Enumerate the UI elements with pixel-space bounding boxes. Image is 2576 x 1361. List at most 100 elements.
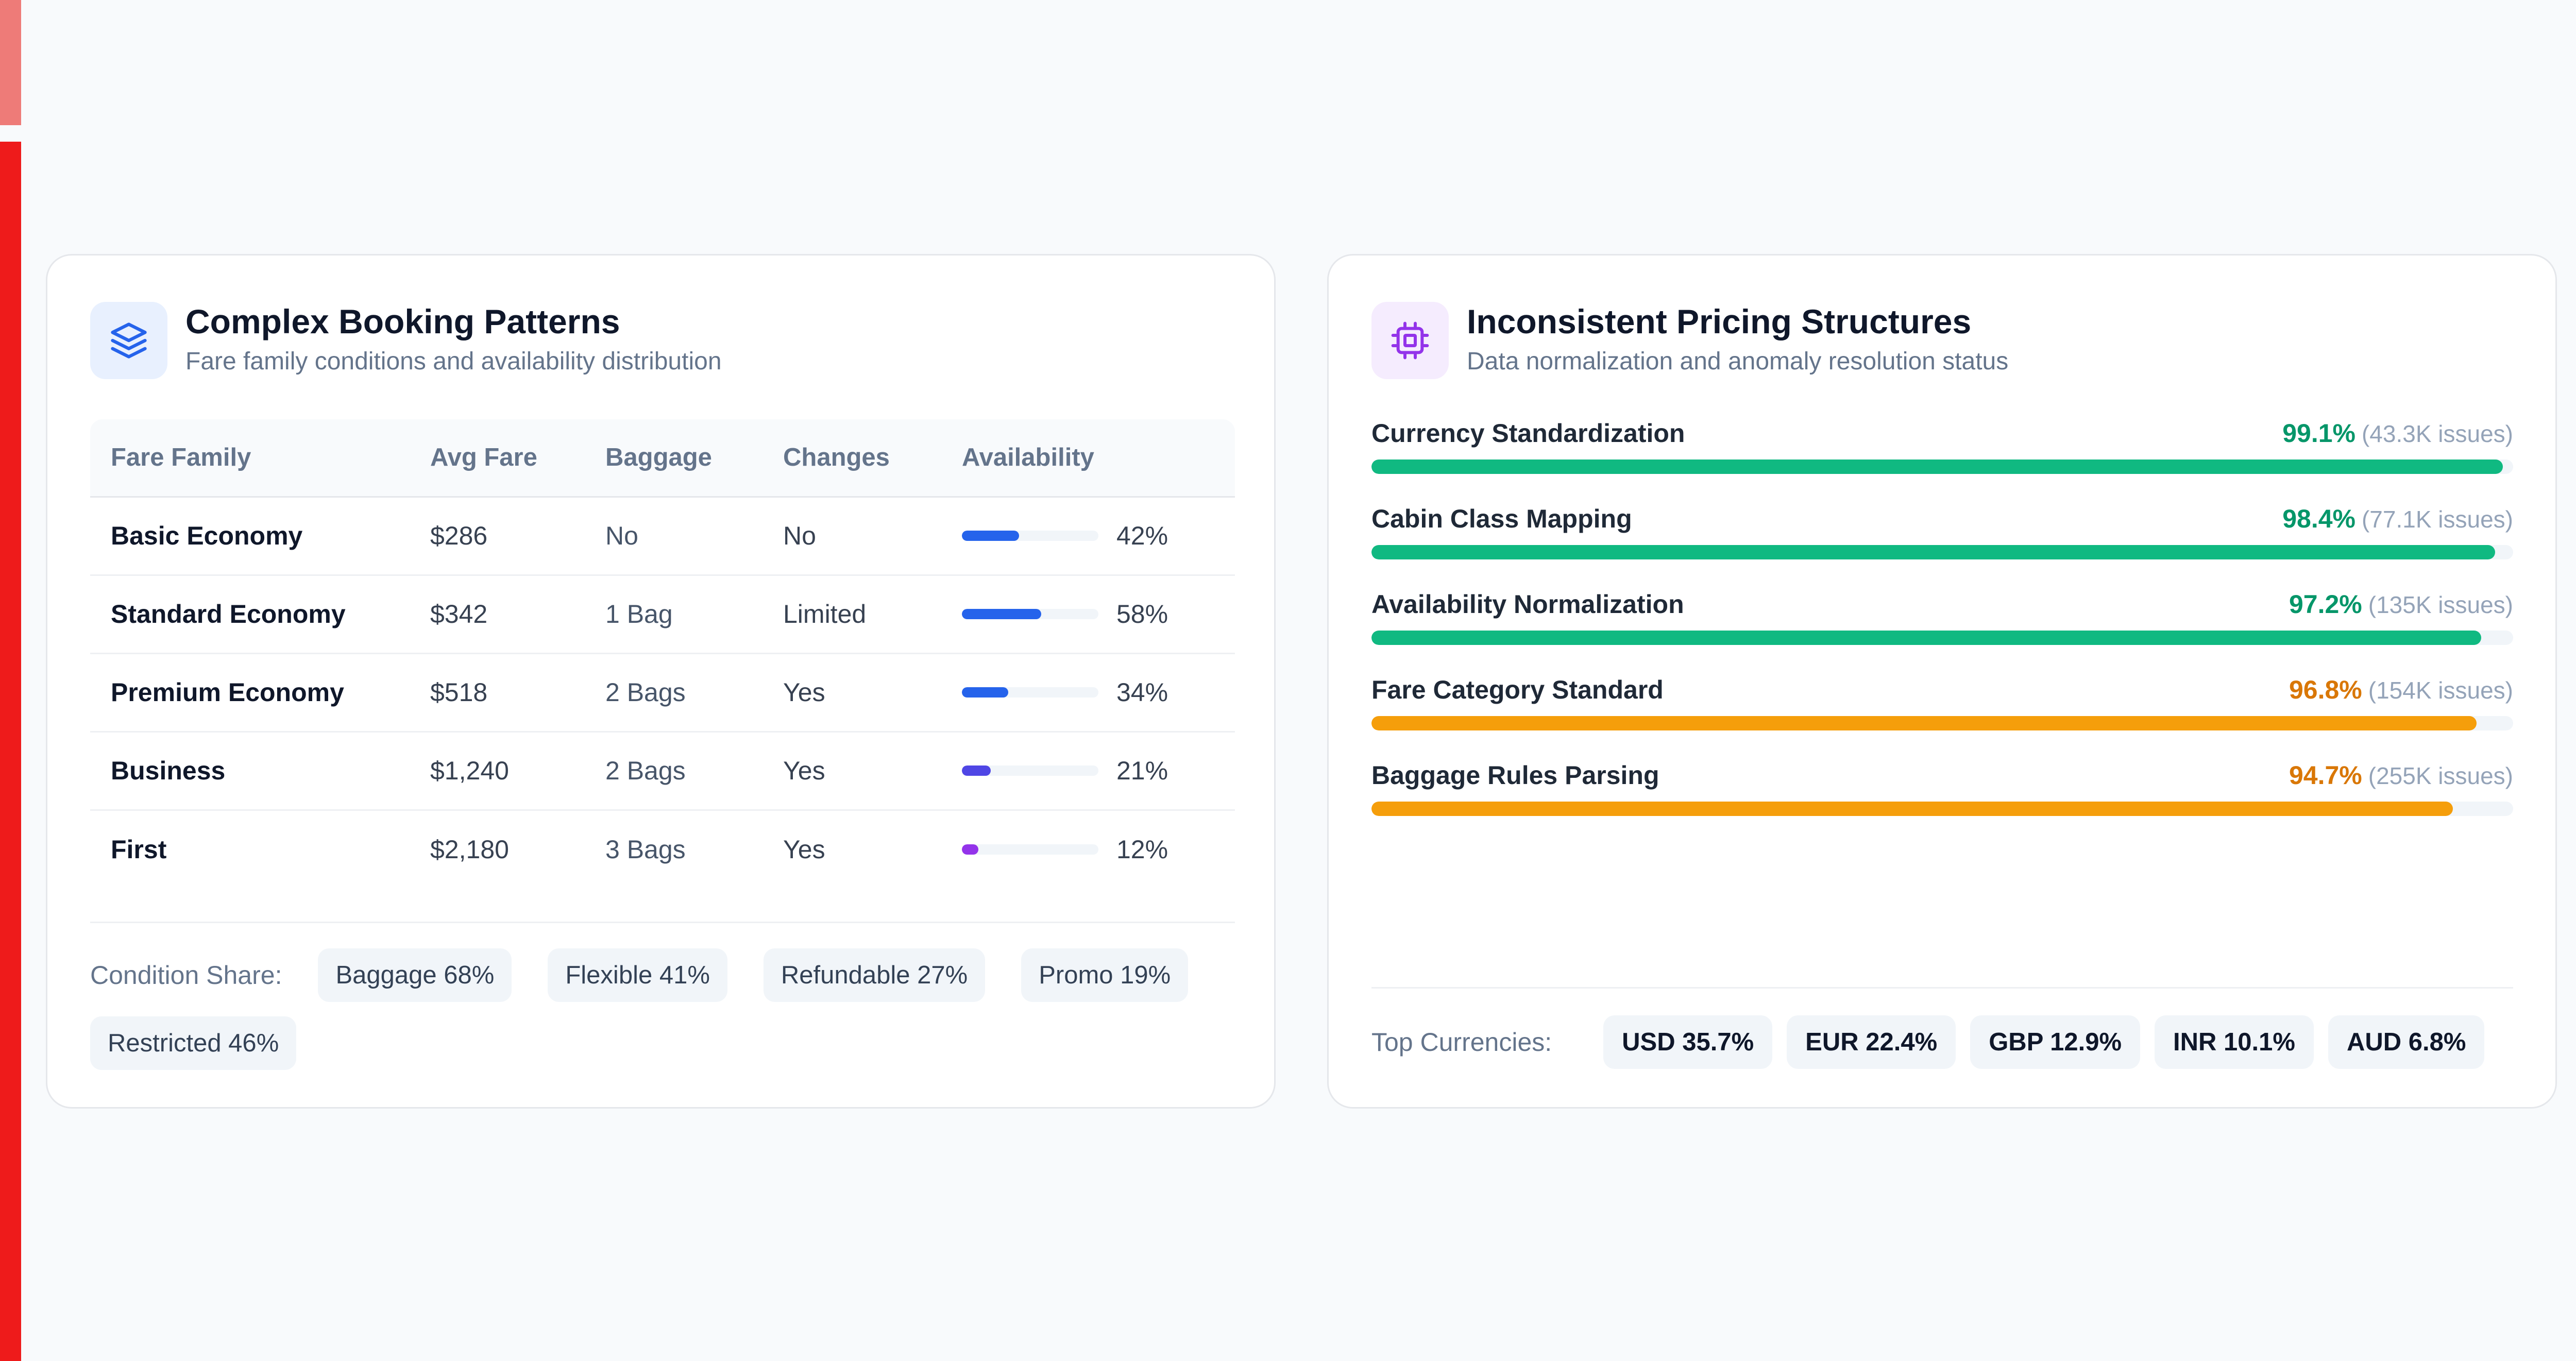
availability-cell: 21%	[941, 731, 1235, 811]
changes-cell: Yes	[762, 653, 941, 733]
metric-percent: 98.4%	[2282, 504, 2355, 533]
fare-family-cell: Business	[90, 731, 410, 811]
metric-bar	[1371, 460, 2513, 474]
metric-bar	[1371, 631, 2513, 645]
column-header[interactable]: Changes	[762, 419, 941, 498]
booking-patterns-card: Complex Booking Patterns Fare family con…	[46, 254, 1276, 1109]
metric-label: Baggage Rules Parsing	[1371, 761, 1659, 790]
top-currencies-row: Top Currencies: USD 35.7% EUR 22.4% GBP …	[1371, 1015, 2513, 1069]
cpu-chip-icon	[1371, 302, 1449, 379]
baggage-cell: 2 Bags	[585, 653, 762, 733]
condition-chip: Baggage 68%	[318, 948, 512, 1002]
currency-chip: USD 35.7%	[1603, 1015, 1773, 1069]
metric-value: 94.7% (255K issues)	[2289, 760, 2513, 790]
table-row: Premium Economy $518 2 Bags Yes 34%	[90, 653, 1235, 733]
availability-bar	[962, 765, 1098, 776]
avg-fare-cell: $342	[410, 575, 585, 654]
avg-fare-cell: $2,180	[430, 835, 509, 864]
metric-label: Cabin Class Mapping	[1371, 504, 1632, 533]
fare-family-cell: Premium Economy	[90, 653, 410, 733]
metric-issues: (77.1K issues)	[2361, 506, 2513, 533]
availability-bar-fill	[962, 531, 1020, 541]
avg-fare-cell: $518	[410, 653, 585, 733]
pricing-divider	[1371, 987, 2513, 989]
condition-chip: Refundable 27%	[763, 948, 986, 1002]
accent-strip-top	[0, 0, 21, 125]
booking-card-subtitle: Fare family conditions and availability …	[185, 348, 722, 375]
metric-bar	[1371, 802, 2513, 816]
currency-chip: INR 10.1%	[2155, 1015, 2314, 1069]
condition-chip: Restricted 46%	[90, 1016, 297, 1070]
changes-cell: Limited	[762, 575, 941, 654]
table-row: Business $1,240 2 Bags Yes 21%	[90, 731, 1235, 811]
table-row: Basic Economy $286 No No 42%	[90, 497, 1235, 576]
pricing-structures-card: Inconsistent Pricing Structures Data nor…	[1327, 254, 2557, 1109]
metric-bar-fill	[1371, 460, 2503, 474]
metric-bar-fill	[1371, 802, 2453, 816]
column-header[interactable]: Availability	[941, 419, 1235, 498]
metric-issues: (43.3K issues)	[2361, 420, 2513, 447]
changes-cell: Yes	[762, 731, 941, 811]
currency-chip: EUR 22.4%	[1787, 1015, 1956, 1069]
availability-bar-fill	[962, 844, 978, 855]
column-header[interactable]: Fare Family	[90, 419, 410, 498]
currency-chip: GBP 12.9%	[1970, 1015, 2141, 1069]
metric-percent: 94.7%	[2289, 761, 2362, 790]
avg-fare-cell: $286	[410, 497, 585, 576]
condition-share-row: Condition Share: Baggage 68% Flexible 41…	[90, 948, 1239, 1070]
fare-family-table: Fare Family Avg Fare Baggage Changes Ava…	[90, 419, 1235, 888]
normalization-metric: Cabin Class Mapping 98.4% (77.1K issues)	[1371, 504, 2513, 559]
availability-value: 21%	[1116, 756, 1168, 785]
layers-icon	[90, 302, 167, 379]
metric-bar	[1371, 545, 2513, 559]
fare-family-cell: First	[111, 835, 167, 864]
column-header[interactable]: Avg Fare	[410, 419, 585, 498]
metric-value: 99.1% (43.3K issues)	[2282, 418, 2513, 448]
availability-cell: 58%	[941, 575, 1235, 654]
pricing-card-subtitle: Data normalization and anomaly resolutio…	[1467, 348, 2009, 375]
metric-bar-fill	[1371, 716, 2477, 730]
changes-cell: No	[762, 497, 941, 576]
metric-label: Fare Category Standard	[1371, 675, 1664, 704]
changes-cell: Yes	[783, 835, 825, 864]
normalization-metric: Availability Normalization 97.2% (135K iss…	[1371, 589, 2513, 645]
metric-label: Currency Standardization	[1371, 419, 1685, 448]
availability-value: 34%	[1116, 678, 1168, 707]
baggage-cell: No	[585, 497, 762, 576]
availability-cell: 42%	[941, 497, 1235, 576]
metric-bar	[1371, 716, 2513, 730]
availability-bar	[962, 844, 1098, 855]
baggage-cell: 2 Bags	[585, 731, 762, 811]
availability-value: 58%	[1116, 600, 1168, 628]
table-header-row: Fare Family Avg Fare Baggage Changes Ava…	[90, 419, 1235, 498]
baggage-cell: 3 Bags	[605, 835, 686, 864]
column-header[interactable]: Baggage	[585, 419, 762, 498]
top-currencies-label: Top Currencies:	[1371, 1028, 1552, 1057]
metric-percent: 96.8%	[2289, 675, 2362, 704]
pricing-card-title: Inconsistent Pricing Structures	[1467, 302, 1972, 341]
availability-value: 42%	[1116, 521, 1168, 550]
baggage-cell: 1 Bag	[585, 575, 762, 654]
metric-label: Availability Normalization	[1371, 590, 1684, 619]
metric-value: 96.8% (154K issues)	[2289, 675, 2513, 705]
availability-cell: 12%	[941, 810, 1235, 888]
accent-strip-main	[0, 142, 21, 1361]
availability-bar	[962, 687, 1098, 697]
metric-bar-fill	[1371, 545, 2495, 559]
table-row: First $2,180 3 Bags Yes 12%	[90, 810, 1235, 888]
table-row: Standard Economy $342 1 Bag Limited 58%	[90, 575, 1235, 654]
availability-bar-fill	[962, 765, 991, 776]
normalization-metric: Baggage Rules Parsing 94.7% (255K issues)	[1371, 760, 2513, 816]
metric-value: 97.2% (135K issues)	[2289, 589, 2513, 619]
currency-chip: AUD 6.8%	[2328, 1015, 2485, 1069]
normalization-metric: Currency Standardization 99.1% (43.3K issu…	[1371, 418, 2513, 474]
availability-bar	[962, 531, 1098, 541]
normalization-metric: Fare Category Standard 96.8% (154K issues)	[1371, 675, 2513, 730]
metric-percent: 99.1%	[2282, 419, 2355, 448]
metric-issues: (154K issues)	[2368, 677, 2513, 704]
booking-divider	[90, 922, 1235, 923]
availability-value: 12%	[1116, 835, 1168, 864]
pricing-card-header: Inconsistent Pricing Structures Data nor…	[1371, 302, 2008, 379]
availability-bar	[962, 609, 1098, 619]
